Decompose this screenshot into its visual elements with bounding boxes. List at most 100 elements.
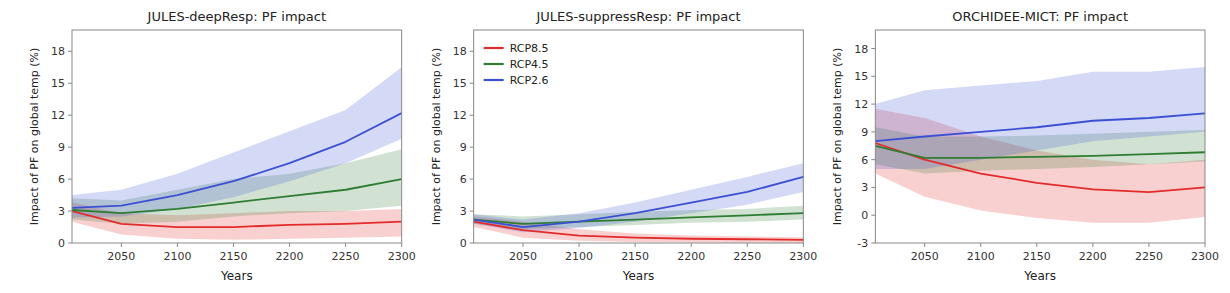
plot-area bbox=[474, 163, 804, 243]
x-tick-label: 2300 bbox=[1191, 250, 1219, 263]
x-tick-label: 2200 bbox=[677, 250, 705, 263]
panel-title: ORCHIDEE-MICT: PF impact bbox=[952, 9, 1128, 24]
mean-line bbox=[72, 179, 402, 213]
x-tick bbox=[345, 243, 346, 247]
uncertainty-band bbox=[875, 67, 1205, 169]
x-tick bbox=[1092, 243, 1093, 247]
mean-line bbox=[474, 213, 804, 224]
y-axis-label: Impact of PF on global temp (%) bbox=[831, 48, 844, 226]
y-axis-label: Impact of PF on global temp (%) bbox=[28, 48, 41, 226]
x-tick-label: 2300 bbox=[388, 250, 416, 263]
y-tick bbox=[470, 147, 474, 148]
legend-swatch bbox=[484, 79, 504, 81]
x-axis-label: Years bbox=[622, 269, 655, 283]
x-axis-label: Years bbox=[220, 269, 253, 283]
x-tick bbox=[980, 243, 981, 247]
y-tick-label: 3 bbox=[58, 205, 65, 218]
x-tick-label: 2150 bbox=[621, 250, 649, 263]
mean-line bbox=[875, 143, 1205, 192]
x-tick-label: 2200 bbox=[1079, 250, 1107, 263]
y-tick bbox=[871, 76, 875, 77]
panel: -30369121518205021002150220022502300ORCH… bbox=[831, 9, 1219, 283]
uncertainty-band bbox=[72, 67, 402, 217]
x-tick bbox=[401, 243, 402, 247]
panel-title: JULES-suppressResp: PF impact bbox=[535, 9, 740, 24]
panel: 0369121518205021002150220022502300JULES-… bbox=[430, 9, 818, 283]
x-tick bbox=[803, 243, 804, 247]
legend-swatch bbox=[484, 63, 504, 65]
y-tick bbox=[68, 115, 72, 116]
mean-line bbox=[875, 146, 1205, 158]
y-tick-label: 15 bbox=[854, 70, 868, 83]
mean-line bbox=[875, 113, 1205, 141]
y-tick-label: -3 bbox=[857, 237, 868, 250]
y-tick bbox=[470, 83, 474, 84]
plot-frame bbox=[72, 30, 402, 243]
y-tick-label: 6 bbox=[460, 173, 467, 186]
x-tick bbox=[924, 243, 925, 247]
y-tick bbox=[871, 104, 875, 105]
y-tick-label: 3 bbox=[861, 181, 868, 194]
y-tick-label: 18 bbox=[453, 45, 467, 58]
y-tick-label: 0 bbox=[460, 237, 467, 250]
y-tick-label: 18 bbox=[51, 45, 65, 58]
x-tick bbox=[1148, 243, 1149, 247]
x-tick bbox=[1036, 243, 1037, 247]
y-tick bbox=[68, 147, 72, 148]
plot-frame bbox=[474, 30, 804, 243]
y-tick bbox=[68, 179, 72, 180]
legend-label: RCP2.6 bbox=[510, 74, 549, 87]
y-tick bbox=[68, 83, 72, 84]
legend: RCP8.5RCP4.5RCP2.6 bbox=[484, 42, 549, 87]
y-tick bbox=[68, 51, 72, 52]
x-tick bbox=[635, 243, 636, 247]
x-tick-label: 2250 bbox=[1135, 250, 1163, 263]
y-tick bbox=[871, 243, 875, 244]
y-tick-label: 12 bbox=[453, 109, 467, 122]
plot-frame bbox=[875, 30, 1205, 243]
mean-line bbox=[474, 177, 804, 227]
legend-swatch bbox=[484, 47, 504, 49]
y-tick bbox=[871, 131, 875, 132]
y-tick bbox=[871, 187, 875, 188]
x-tick-label: 2100 bbox=[565, 250, 593, 263]
x-tick-label: 2150 bbox=[1023, 250, 1051, 263]
x-tick-label: 2300 bbox=[789, 250, 817, 263]
x-tick bbox=[747, 243, 748, 247]
y-tick bbox=[68, 211, 72, 212]
y-tick-label: 3 bbox=[460, 205, 467, 218]
panel-title: JULES-deepResp: PF impact bbox=[147, 9, 326, 24]
y-tick-label: 9 bbox=[460, 141, 467, 154]
x-tick bbox=[177, 243, 178, 247]
x-tick bbox=[121, 243, 122, 247]
y-tick bbox=[871, 48, 875, 49]
x-tick-label: 2100 bbox=[163, 250, 191, 263]
y-tick-label: 12 bbox=[854, 98, 868, 111]
x-tick-label: 2050 bbox=[509, 250, 537, 263]
x-tick-label: 2050 bbox=[107, 250, 135, 263]
y-tick-label: 0 bbox=[58, 237, 65, 250]
y-tick bbox=[470, 115, 474, 116]
panel: 0369121518205021002150220022502300JULES-… bbox=[28, 9, 416, 283]
y-tick bbox=[470, 243, 474, 244]
x-tick-label: 2250 bbox=[332, 250, 360, 263]
y-tick-label: 9 bbox=[58, 141, 65, 154]
y-tick-label: 6 bbox=[58, 173, 65, 186]
y-tick bbox=[871, 159, 875, 160]
x-tick-label: 2100 bbox=[967, 250, 995, 263]
y-tick bbox=[470, 179, 474, 180]
y-tick bbox=[68, 243, 72, 244]
y-tick-label: 12 bbox=[51, 109, 65, 122]
x-tick bbox=[233, 243, 234, 247]
figure: 0 3 6 9 12 15 18 2050 2100 2150 2200 2250 2300 JULES-… bbox=[0, 0, 1230, 293]
x-tick bbox=[289, 243, 290, 247]
y-tick-label: 6 bbox=[861, 154, 868, 167]
y-tick-label: 0 bbox=[861, 209, 868, 222]
x-tick-label: 2200 bbox=[276, 250, 304, 263]
x-tick bbox=[691, 243, 692, 247]
y-tick-label: 9 bbox=[861, 126, 868, 139]
y-tick-label: 15 bbox=[453, 77, 467, 90]
y-tick bbox=[470, 211, 474, 212]
x-tick bbox=[579, 243, 580, 247]
plot-area bbox=[875, 67, 1205, 223]
